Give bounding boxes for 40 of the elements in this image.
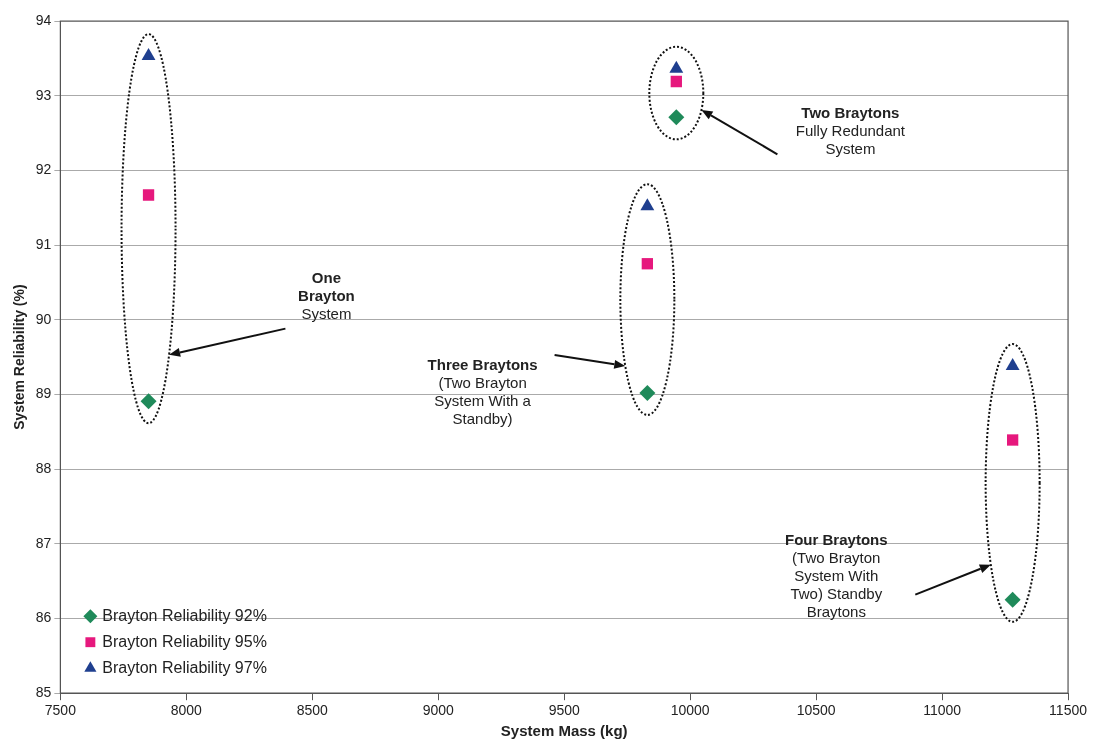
- point: [1006, 434, 1019, 446]
- x-axis-title: System Mass (kg): [500, 722, 628, 740]
- legend-label: Brayton Reliability 92%: [102, 606, 267, 624]
- y-tick-label: 88: [35, 459, 52, 476]
- point: [669, 60, 684, 73]
- point: [670, 75, 682, 88]
- point: [639, 384, 656, 401]
- x-tick-label: 7500: [44, 702, 77, 719]
- point: [641, 258, 653, 270]
- y-tick-label: 93: [35, 86, 52, 103]
- x-tick-label: 9500: [548, 702, 580, 719]
- point: [140, 393, 157, 410]
- y-tick-label: 86: [35, 609, 52, 626]
- legend-label: Brayton Reliability 95%: [102, 632, 267, 650]
- legend-label: Brayton Reliability 97%: [102, 658, 267, 676]
- y-tick-label: 87: [35, 534, 52, 551]
- x-tick-label: 10500: [796, 702, 836, 719]
- x-tick-label: 8000: [170, 702, 203, 719]
- annotation: Three Braytons (Two Brayton System With a Standby): [427, 356, 538, 428]
- point: [1004, 591, 1021, 608]
- y-axis-title: System Reliability (%): [11, 284, 28, 430]
- x-tick-label: 11500: [1049, 702, 1088, 719]
- point: [668, 109, 685, 126]
- point: [1005, 358, 1020, 371]
- x-tick-label: 11000: [923, 702, 962, 719]
- x-tick-label: 8500: [296, 702, 329, 719]
- point: [142, 189, 155, 201]
- annotation: Four Braytons (Two Brayton System With Two) Standby Braytons: [785, 530, 888, 620]
- y-tick-label: 89: [35, 385, 52, 402]
- y-tick-label: 94: [35, 11, 52, 28]
- y-tick-label: 85: [35, 684, 52, 701]
- annotation: Two Braytons Fully Redundant System: [795, 104, 906, 158]
- x-tick-label: 9000: [422, 702, 455, 719]
- y-tick-label: 90: [35, 310, 52, 327]
- annotation: One Brayton System: [298, 268, 355, 322]
- y-tick-label: 91: [35, 235, 52, 252]
- x-tick-label: 10000: [670, 702, 710, 719]
- y-tick-label: 92: [35, 161, 52, 178]
- point: [141, 48, 156, 61]
- point: [640, 198, 655, 211]
